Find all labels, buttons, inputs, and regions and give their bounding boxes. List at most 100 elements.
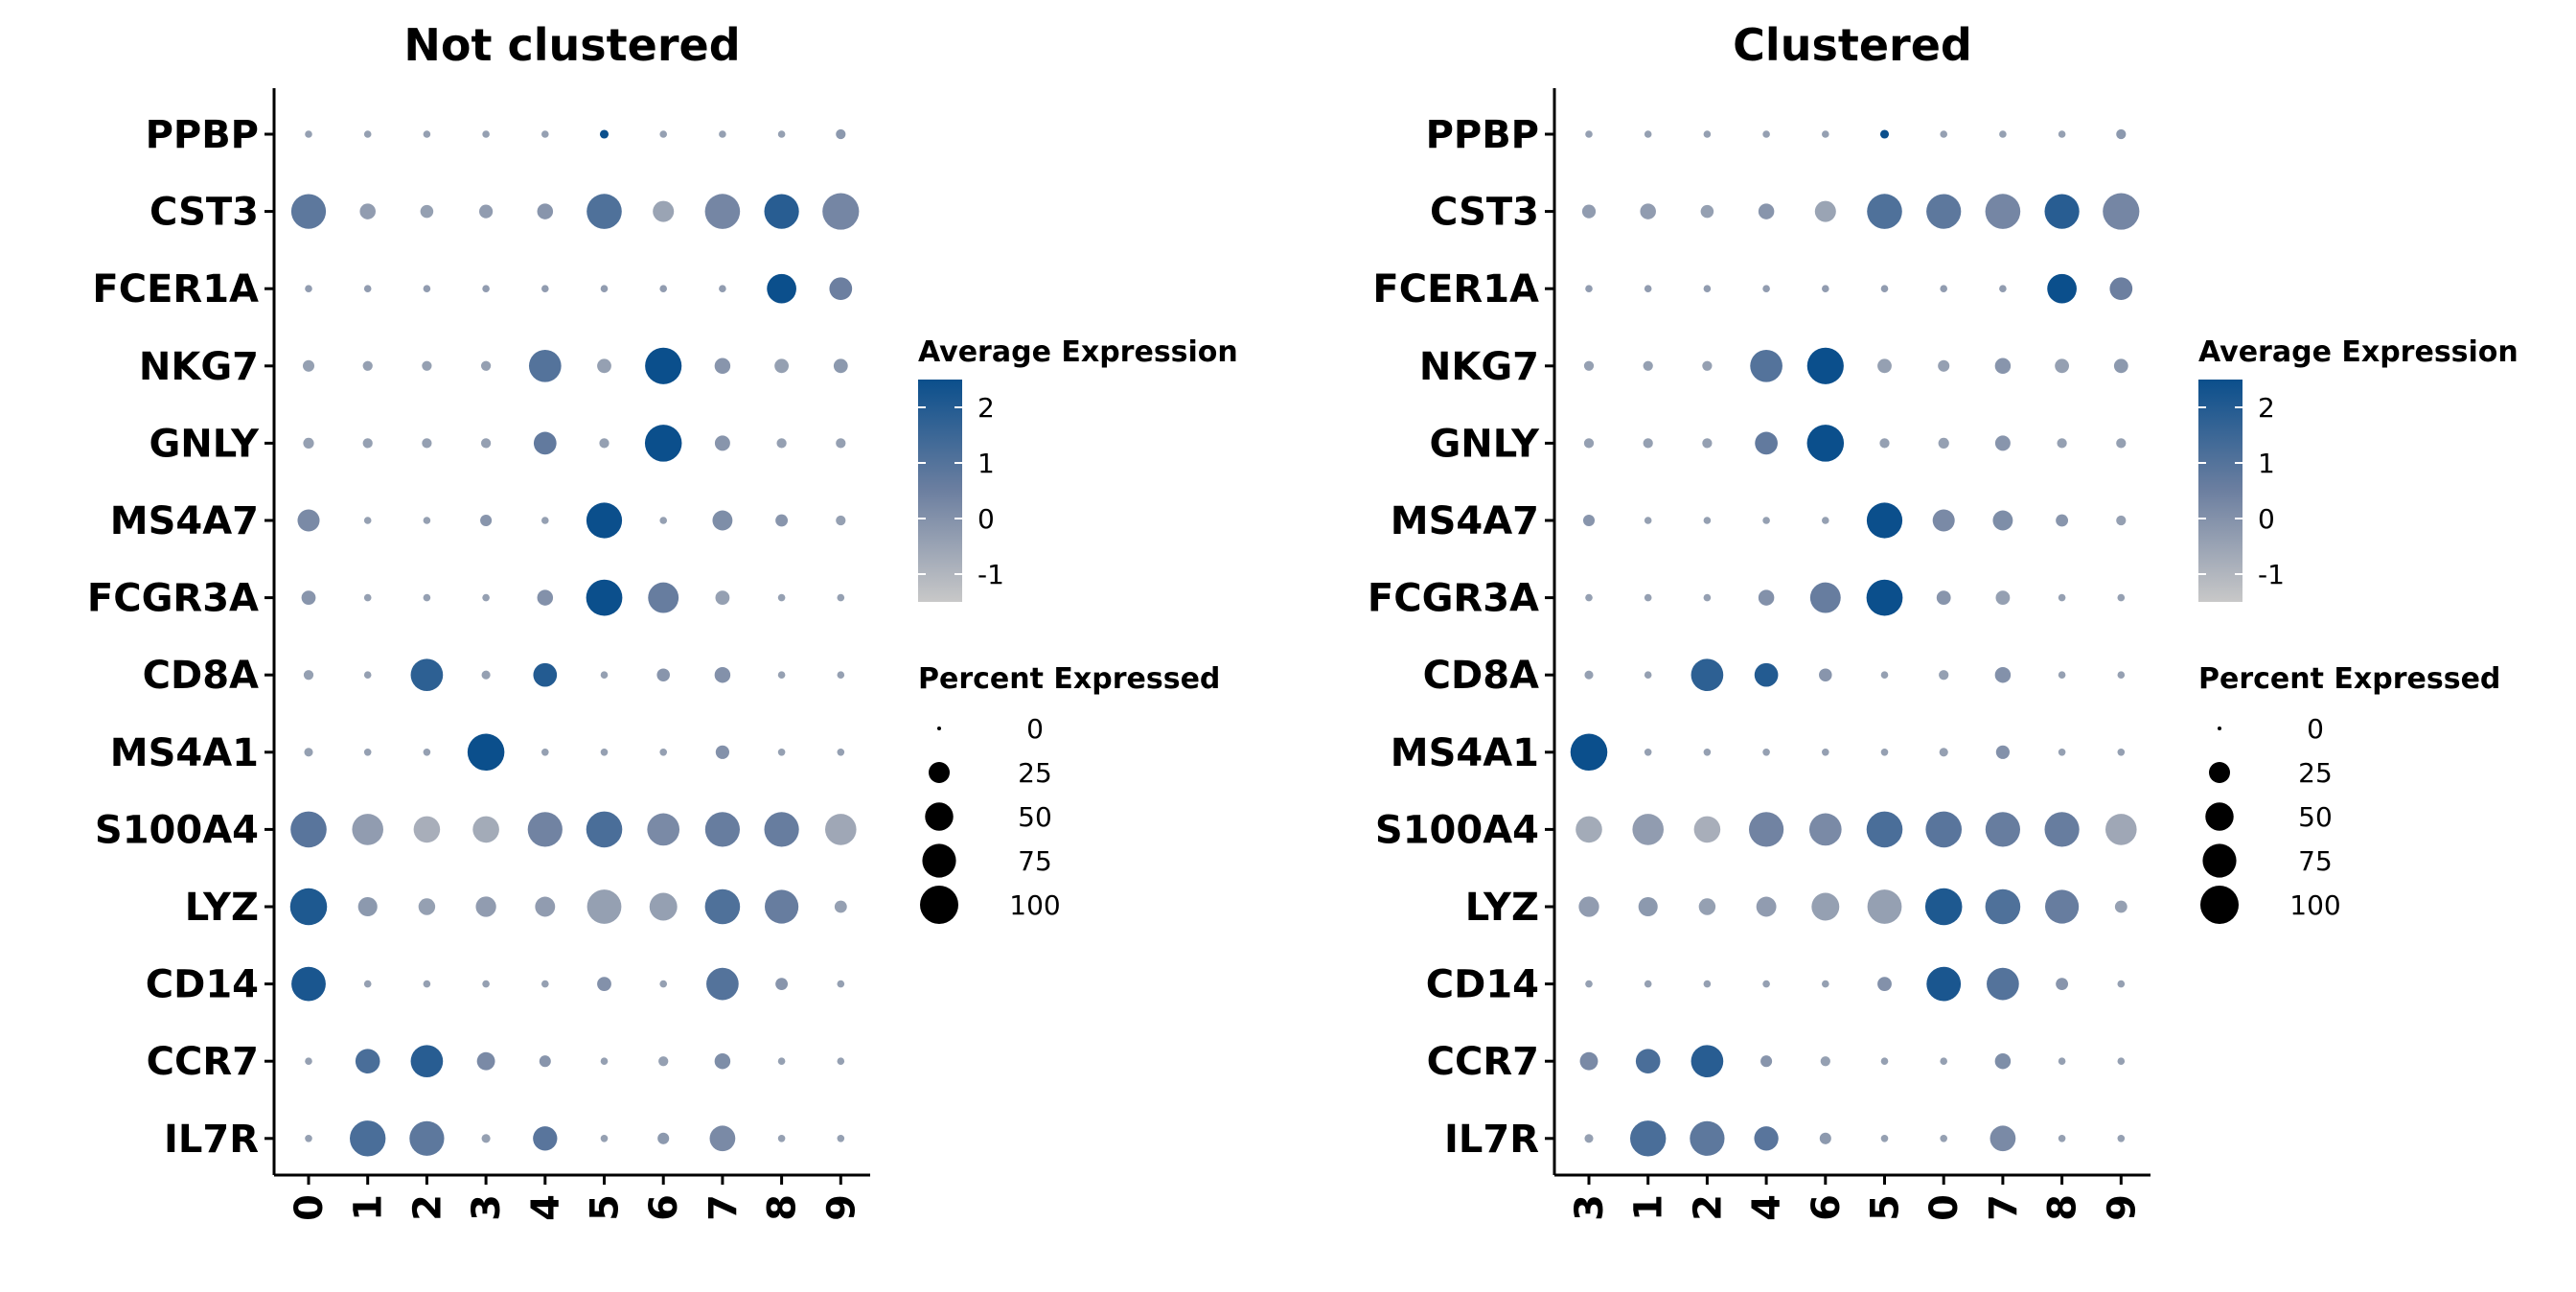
- expression-dot: [704, 194, 741, 229]
- panel-title: Clustered: [1733, 19, 1972, 71]
- expression-dot: [2116, 515, 2127, 526]
- expression-dot: [597, 977, 611, 991]
- expression-dot: [1924, 888, 1963, 926]
- panel-title: Not clustered: [403, 19, 740, 71]
- expression-dot: [355, 1049, 380, 1073]
- expression-dot: [1754, 662, 1779, 687]
- color-legend-label: 0: [978, 503, 995, 535]
- expression-dot: [2113, 358, 2128, 374]
- cluster-label: 3: [465, 1194, 509, 1221]
- expression-dot: [1762, 285, 1770, 293]
- cluster-label: 9: [2100, 1194, 2144, 1221]
- expression-dot: [774, 358, 789, 374]
- expression-dot: [833, 358, 848, 374]
- expression-dot: [715, 745, 729, 759]
- expression-dot: [764, 812, 799, 847]
- expression-dot: [1940, 1057, 1947, 1065]
- expression-dot: [586, 811, 623, 848]
- expression-dot: [2058, 671, 2066, 679]
- expression-dot: [2058, 130, 2066, 138]
- expression-dot: [765, 889, 799, 924]
- expression-dot: [2117, 1135, 2126, 1142]
- expression-dot: [302, 359, 315, 372]
- expression-dot: [482, 593, 490, 602]
- gene-label: FCER1A: [92, 267, 259, 311]
- expression-dot: [656, 668, 670, 681]
- expression-dot: [1822, 130, 1829, 138]
- expression-dot: [2117, 671, 2126, 679]
- expression-dot: [1806, 425, 1845, 462]
- expression-dot: [600, 1135, 609, 1142]
- expression-dot: [836, 438, 846, 449]
- expression-dot: [410, 658, 444, 692]
- size-legend-dot: [2202, 843, 2237, 878]
- expression-dot: [1698, 898, 1716, 915]
- expression-dot: [1985, 812, 2020, 847]
- expression-dot: [363, 285, 372, 293]
- cluster-label: 4: [524, 1194, 568, 1221]
- expression-dot: [304, 748, 313, 757]
- expression-dot: [528, 349, 562, 382]
- color-legend-title: Average Expression: [2198, 335, 2518, 369]
- cluster-label: 7: [702, 1194, 746, 1221]
- expression-dot: [350, 1120, 386, 1157]
- expression-dot: [363, 517, 372, 524]
- expression-dot: [1866, 502, 1903, 539]
- expression-dot: [303, 670, 314, 681]
- expression-dot: [836, 515, 846, 526]
- expression-dot: [1866, 579, 1903, 616]
- expression-dot: [1938, 359, 1950, 372]
- expression-dot: [1643, 360, 1653, 371]
- expression-dot: [533, 431, 557, 455]
- expression-dot: [1995, 590, 2011, 605]
- expression-dot: [363, 980, 372, 988]
- expression-dot: [1866, 811, 1903, 848]
- expression-dot: [482, 130, 490, 138]
- expression-dot: [480, 360, 492, 371]
- expression-dot: [1999, 285, 2007, 293]
- size-legend-dot: [920, 886, 958, 924]
- expression-dot: [1994, 1052, 2012, 1070]
- size-legend-label: 100: [2289, 889, 2340, 921]
- expression-dot: [2055, 358, 2070, 374]
- expression-dot: [527, 812, 563, 847]
- expression-dot: [2058, 1057, 2066, 1065]
- cluster-label: 6: [1805, 1194, 1849, 1221]
- gene-label: LYZ: [1465, 886, 1539, 930]
- panel-2: Clustered PPBP CST3 FCER1A NKG7 GNLY MS4A7 FCGR…: [1368, 19, 2518, 1221]
- expression-dot: [764, 194, 799, 229]
- gene-label: FCGR3A: [1368, 577, 1539, 621]
- expression-dot: [541, 285, 549, 293]
- gene-label: NKG7: [1419, 345, 1539, 389]
- expression-dot: [600, 749, 609, 756]
- expression-dot: [413, 816, 441, 843]
- expression-dot: [289, 888, 328, 926]
- expression-dot: [704, 888, 741, 925]
- gene-label: CCR7: [1427, 1040, 1539, 1084]
- expression-dot: [2057, 438, 2067, 449]
- expression-dot: [1880, 1057, 1889, 1065]
- expression-dot: [1994, 666, 2012, 683]
- cluster-label: 5: [584, 1194, 628, 1221]
- expression-dot: [776, 438, 787, 449]
- expression-dot: [837, 593, 845, 602]
- cluster-label: 8: [2041, 1194, 2085, 1221]
- expression-dot: [1579, 1051, 1598, 1071]
- expression-dot: [423, 980, 431, 988]
- expression-dot: [1644, 593, 1652, 602]
- expression-dot: [777, 593, 786, 602]
- expression-dot: [1576, 816, 1602, 843]
- expression-dot: [597, 358, 611, 374]
- expression-dot: [1583, 360, 1595, 371]
- expression-dot: [541, 749, 549, 756]
- expression-dot: [2047, 273, 2077, 304]
- expression-dot: [1992, 510, 2013, 531]
- cluster-label: 6: [642, 1194, 686, 1221]
- gene-label: MS4A1: [110, 731, 259, 775]
- color-legend-label: 2: [978, 392, 995, 424]
- expression-dot: [1879, 438, 1890, 449]
- cluster-label: 1: [1627, 1194, 1671, 1221]
- expression-dot: [1867, 194, 1902, 229]
- expression-dot: [1632, 814, 1664, 845]
